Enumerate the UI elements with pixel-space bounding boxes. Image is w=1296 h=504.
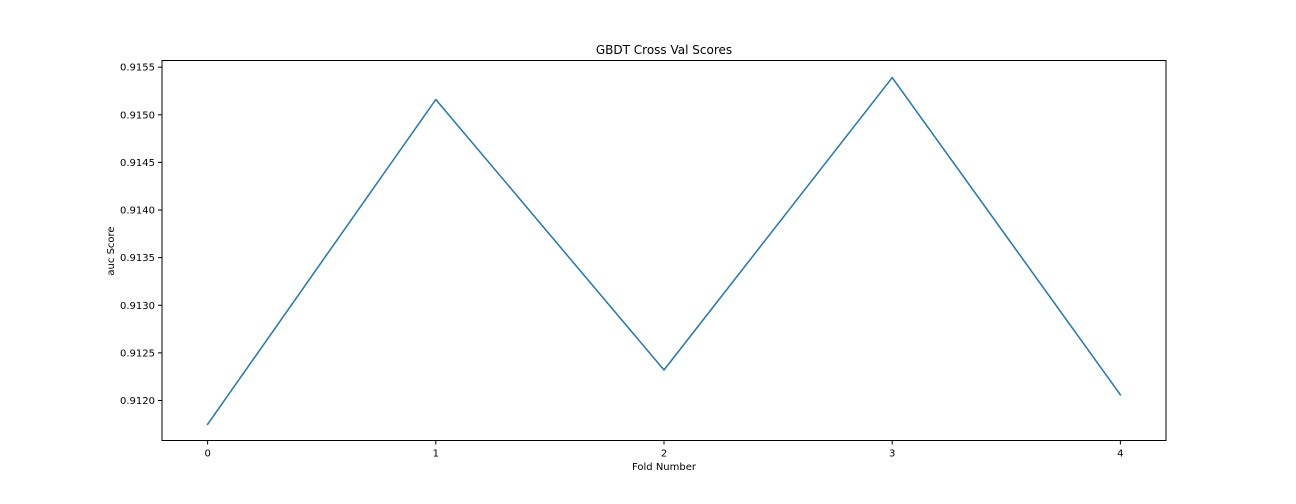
x-tick-label: 1 — [433, 449, 439, 460]
series-line — [206, 76, 1122, 426]
y-axis: 0.9120 0.9125 0.9130 0.9135 0.9140 0.9145 0.91… — [120, 63, 162, 407]
y-tick-label: 0.9135 — [120, 253, 155, 264]
x-tick-label: 3 — [889, 449, 895, 460]
y-tick-label: 0.9125 — [120, 348, 155, 359]
y-tick-label: 0.9155 — [120, 63, 155, 74]
x-tick-label: 4 — [1117, 449, 1123, 460]
y-tick-label: 0.9130 — [120, 301, 155, 312]
y-axis-label: auc Score — [106, 226, 117, 275]
y-tick-label: 0.9150 — [120, 110, 155, 121]
x-tick-label: 0 — [204, 449, 210, 460]
axes-frame — [161, 60, 1167, 441]
y-tick-label: 0.9120 — [120, 396, 155, 407]
x-axis-label: Fold Number — [632, 462, 697, 473]
y-tick-label: 0.9145 — [120, 158, 155, 169]
plot-area — [206, 76, 1122, 426]
y-tick-label: 0.9140 — [120, 206, 155, 217]
x-tick-label: 2 — [661, 449, 667, 460]
chart-title: GBDT Cross Val Scores — [596, 43, 732, 57]
x-axis: 0 1 2 3 4 — [204, 440, 1124, 460]
